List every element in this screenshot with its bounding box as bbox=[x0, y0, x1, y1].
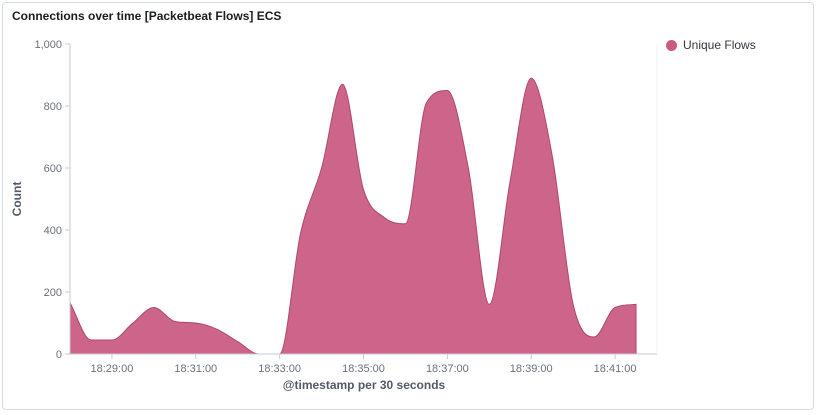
x-tick-label: 18:41:00 bbox=[594, 363, 637, 375]
y-tick-label: 1,000 bbox=[34, 39, 62, 51]
x-tick-label: 18:29:00 bbox=[91, 363, 134, 375]
y-axis: 0 200 400 600 800 1,000 bbox=[34, 39, 70, 361]
panel-title: Connections over time [Packetbeat Flows]… bbox=[12, 9, 282, 23]
x-axis-title: @timestamp per 30 seconds bbox=[283, 378, 446, 392]
legend-swatch-unique-flows[interactable] bbox=[666, 39, 677, 51]
series-area-unique-flows[interactable] bbox=[69, 77, 637, 355]
x-tick-label: 18:33:00 bbox=[258, 363, 301, 375]
legend-label-unique-flows[interactable]: Unique Flows bbox=[683, 38, 756, 52]
y-tick-label: 800 bbox=[44, 101, 62, 113]
x-axis: 18:29:00 18:31:00 18:33:00 18:35:00 18:37:00… bbox=[91, 354, 637, 375]
y-tick-label: 200 bbox=[44, 287, 62, 299]
x-tick-label: 18:35:00 bbox=[342, 363, 385, 375]
y-tick-label: 400 bbox=[44, 225, 62, 237]
legend: Unique Flows bbox=[666, 38, 756, 52]
x-tick-label: 18:37:00 bbox=[426, 363, 469, 375]
x-tick-label: 18:39:00 bbox=[510, 363, 553, 375]
y-tick-label: 0 bbox=[56, 349, 62, 361]
x-tick-label: 18:31:00 bbox=[174, 363, 217, 375]
y-tick-label: 600 bbox=[44, 163, 62, 175]
y-axis-title: Count bbox=[10, 182, 24, 217]
